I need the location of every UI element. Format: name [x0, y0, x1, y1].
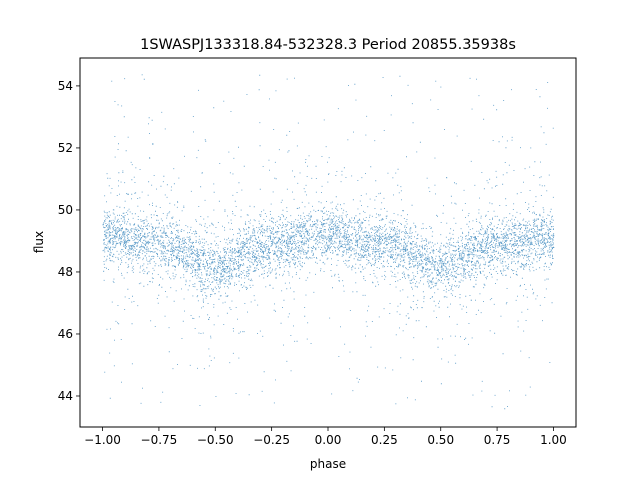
y-tick-label: 44 — [58, 389, 73, 403]
x-axis-label: phase — [310, 457, 346, 471]
y-tick-label: 52 — [58, 141, 73, 155]
x-tick-label: 0.25 — [371, 433, 398, 447]
y-axis: 44 46 48 50 52 54 — [58, 79, 80, 403]
chart-title: 1SWASPJ133318.84-532328.3 Period 20855.3… — [140, 37, 516, 53]
y-tick-label: 48 — [58, 265, 73, 279]
y-tick-label: 54 — [58, 79, 73, 93]
x-tick-label: −0.50 — [197, 433, 234, 447]
x-tick-label: −0.75 — [141, 433, 178, 447]
y-tick-label: 46 — [58, 327, 73, 341]
y-axis-label: flux — [32, 231, 46, 253]
y-tick-label: 50 — [58, 203, 73, 217]
x-tick-label: 1.00 — [540, 433, 567, 447]
x-tick-label: −1.00 — [84, 433, 121, 447]
x-tick-label: 0.50 — [427, 433, 454, 447]
x-tick-label: 0.75 — [484, 433, 511, 447]
x-axis: −1.00 −0.75 −0.50 −0.25 0.00 0.25 0.50 0.75 1.00 — [84, 427, 567, 447]
x-tick-label: −0.25 — [253, 433, 290, 447]
x-tick-label: 0.00 — [315, 433, 342, 447]
plot-frame — [79, 57, 577, 428]
